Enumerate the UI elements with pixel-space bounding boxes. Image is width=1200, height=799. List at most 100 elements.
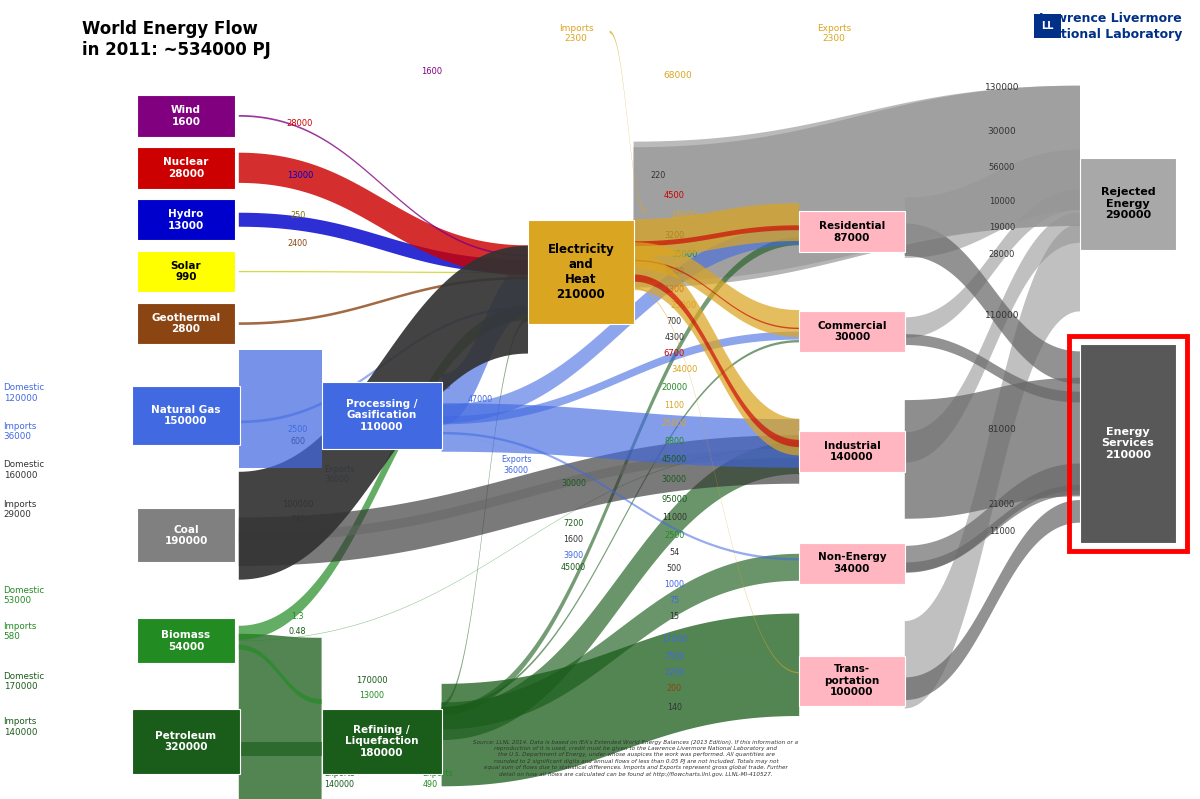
Text: Domestic
120000: Domestic 120000: [4, 384, 44, 403]
Polygon shape: [905, 485, 1080, 572]
Polygon shape: [239, 213, 528, 274]
Text: 500: 500: [667, 564, 682, 574]
Polygon shape: [442, 432, 799, 560]
Text: 700: 700: [667, 316, 682, 326]
Text: 3200: 3200: [665, 231, 684, 240]
Text: Wind
1600: Wind 1600: [172, 105, 202, 127]
Polygon shape: [610, 30, 646, 213]
Text: Lawrence Livermore
National Laboratory: Lawrence Livermore National Laboratory: [1039, 12, 1182, 41]
Text: Rejected
Energy
290000: Rejected Energy 290000: [1100, 187, 1156, 221]
Polygon shape: [239, 742, 322, 757]
Polygon shape: [442, 442, 799, 740]
Polygon shape: [634, 274, 799, 447]
Text: 11000: 11000: [989, 527, 1015, 536]
Polygon shape: [905, 500, 1080, 700]
Text: 15: 15: [670, 612, 679, 622]
Polygon shape: [634, 203, 799, 257]
Text: 0.48: 0.48: [289, 626, 306, 636]
Text: 68000: 68000: [664, 71, 692, 81]
Polygon shape: [239, 435, 799, 566]
Polygon shape: [634, 287, 799, 674]
Polygon shape: [634, 242, 799, 337]
Text: 28000: 28000: [989, 249, 1015, 259]
Polygon shape: [442, 317, 528, 707]
Text: Hydro
13000: Hydro 13000: [168, 209, 204, 231]
Text: Imports
36000: Imports 36000: [4, 422, 37, 441]
Text: 45000: 45000: [562, 562, 586, 572]
Text: Imports
2300: Imports 2300: [559, 24, 593, 43]
Polygon shape: [905, 224, 1080, 384]
Polygon shape: [239, 645, 322, 704]
FancyBboxPatch shape: [799, 311, 905, 352]
Polygon shape: [442, 237, 799, 715]
Polygon shape: [442, 340, 799, 709]
Text: 6700: 6700: [664, 348, 685, 358]
Text: 8600: 8600: [665, 267, 684, 276]
Text: 56000: 56000: [989, 163, 1015, 173]
Text: 2200: 2200: [665, 668, 684, 678]
Polygon shape: [239, 115, 528, 256]
Polygon shape: [905, 189, 1080, 338]
Text: Residential
87000: Residential 87000: [818, 221, 886, 243]
FancyBboxPatch shape: [137, 95, 235, 137]
Polygon shape: [239, 306, 528, 640]
Text: 30000: 30000: [662, 475, 686, 484]
Text: 600: 600: [290, 436, 305, 446]
Text: 4500: 4500: [664, 191, 685, 201]
Polygon shape: [239, 350, 322, 468]
FancyBboxPatch shape: [137, 199, 235, 240]
FancyBboxPatch shape: [799, 431, 905, 472]
Polygon shape: [905, 378, 1080, 519]
Text: 100000: 100000: [282, 500, 313, 510]
Polygon shape: [442, 614, 799, 786]
Text: 75: 75: [670, 596, 679, 606]
Text: 1100: 1100: [665, 401, 684, 411]
Text: 1.3: 1.3: [292, 612, 304, 622]
Text: 110000: 110000: [419, 382, 450, 392]
Polygon shape: [905, 334, 1080, 403]
Polygon shape: [905, 213, 1080, 463]
Polygon shape: [905, 463, 1080, 573]
Text: Nuclear
28000: Nuclear 28000: [163, 157, 209, 179]
Text: Commercial
30000: Commercial 30000: [817, 320, 887, 343]
Text: 25000: 25000: [671, 300, 697, 310]
FancyBboxPatch shape: [1080, 158, 1176, 249]
Text: 740: 740: [290, 515, 305, 524]
Text: World Energy Flow
in 2011: ~534000 PJ: World Energy Flow in 2011: ~534000 PJ: [82, 20, 270, 59]
Text: 45000: 45000: [662, 455, 686, 464]
Text: 10000: 10000: [989, 197, 1015, 206]
Text: 21000: 21000: [989, 500, 1015, 510]
Text: Exports
140000: Exports 140000: [324, 769, 354, 789]
Text: 140: 140: [667, 702, 682, 712]
Polygon shape: [442, 554, 799, 729]
Text: 1300: 1300: [665, 284, 684, 294]
FancyBboxPatch shape: [132, 386, 240, 446]
Polygon shape: [239, 153, 528, 276]
Text: Geothermal
2800: Geothermal 2800: [151, 312, 221, 335]
Polygon shape: [905, 224, 1080, 709]
Text: Non-Energy
34000: Non-Energy 34000: [817, 552, 887, 574]
Text: 170000: 170000: [356, 676, 388, 686]
Polygon shape: [239, 246, 528, 580]
Text: 200: 200: [667, 684, 682, 694]
FancyBboxPatch shape: [137, 147, 235, 189]
Text: Petroleum
320000: Petroleum 320000: [156, 730, 216, 753]
Polygon shape: [239, 276, 528, 325]
Polygon shape: [634, 225, 799, 246]
Text: 220: 220: [650, 171, 665, 181]
FancyBboxPatch shape: [137, 303, 235, 344]
FancyBboxPatch shape: [799, 211, 905, 252]
FancyBboxPatch shape: [132, 709, 240, 774]
FancyBboxPatch shape: [528, 220, 634, 324]
Text: Coal
190000: Coal 190000: [164, 524, 208, 547]
Text: Source: LLNL 2014. Data is based on IEA's Extended World Energy Balances (2013 E: Source: LLNL 2014. Data is based on IEA'…: [474, 740, 798, 777]
Text: 130000: 130000: [985, 83, 1019, 93]
Polygon shape: [634, 253, 799, 455]
Text: 17000: 17000: [661, 634, 688, 644]
FancyBboxPatch shape: [322, 382, 442, 449]
Polygon shape: [634, 85, 1080, 288]
Text: 7200: 7200: [564, 519, 583, 528]
Polygon shape: [442, 264, 528, 425]
Text: 11000: 11000: [662, 513, 686, 523]
Text: 13000: 13000: [287, 171, 313, 181]
